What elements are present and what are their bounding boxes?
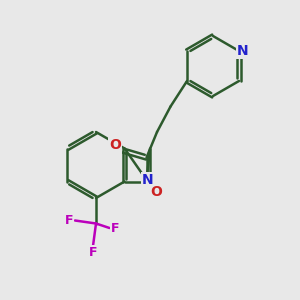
- Text: N: N: [142, 173, 154, 187]
- Text: O: O: [109, 139, 121, 152]
- Text: F: F: [65, 214, 73, 227]
- Text: F: F: [111, 221, 120, 235]
- Text: O: O: [150, 185, 162, 199]
- Text: N: N: [237, 44, 248, 58]
- Text: F: F: [89, 245, 97, 259]
